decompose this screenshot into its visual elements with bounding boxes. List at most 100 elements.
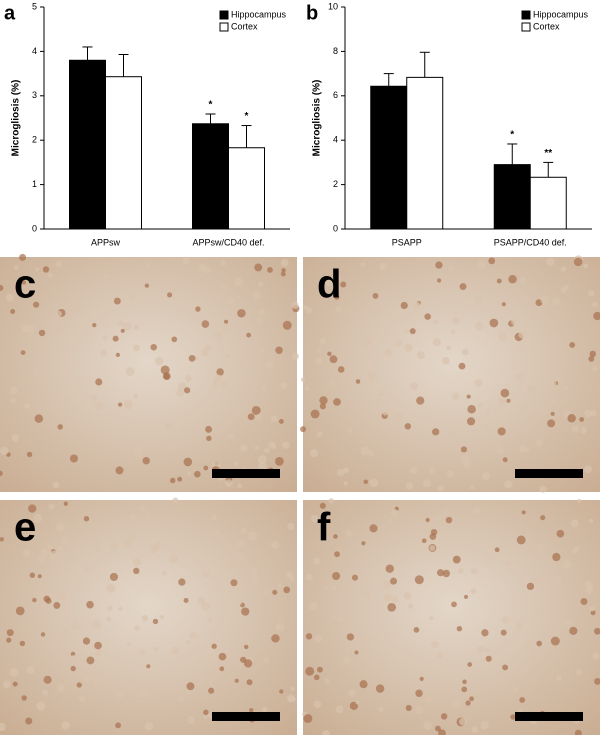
cell bbox=[55, 310, 62, 317]
cell bbox=[115, 690, 125, 699]
cell bbox=[50, 571, 57, 578]
y-tick-label: 4 bbox=[333, 135, 338, 145]
cell bbox=[219, 666, 225, 672]
x-tick-label: PSAPP/CD40 def. bbox=[494, 237, 567, 247]
cell bbox=[484, 647, 490, 653]
cell bbox=[405, 481, 414, 490]
cell bbox=[580, 597, 588, 605]
cell bbox=[385, 564, 394, 573]
micrograph bbox=[0, 497, 297, 735]
cell bbox=[424, 526, 433, 535]
cell bbox=[127, 642, 132, 647]
cell bbox=[100, 349, 107, 356]
cell bbox=[0, 537, 4, 542]
cell bbox=[148, 283, 154, 289]
significance-marker: * bbox=[209, 100, 213, 111]
cell bbox=[414, 575, 424, 585]
cell bbox=[550, 636, 560, 646]
cell bbox=[495, 669, 504, 679]
cell bbox=[400, 301, 408, 310]
cell bbox=[474, 294, 483, 303]
micrograph-background bbox=[303, 257, 600, 492]
cell bbox=[154, 356, 164, 366]
y-tick-label: 6 bbox=[333, 90, 338, 100]
cell bbox=[271, 540, 280, 550]
cell bbox=[275, 622, 285, 632]
cell bbox=[365, 634, 373, 643]
cell bbox=[272, 589, 278, 595]
cell bbox=[474, 379, 483, 387]
cell bbox=[112, 335, 119, 342]
cell bbox=[525, 639, 534, 648]
cell bbox=[525, 530, 531, 535]
cell bbox=[431, 641, 439, 649]
cell bbox=[53, 601, 61, 609]
cell bbox=[138, 505, 146, 513]
y-tick-label: 5 bbox=[32, 1, 37, 11]
cell bbox=[258, 462, 267, 471]
cell bbox=[317, 347, 322, 352]
cell bbox=[251, 405, 261, 415]
cell bbox=[436, 652, 444, 659]
cell bbox=[188, 285, 195, 293]
cell bbox=[424, 313, 431, 320]
cell bbox=[425, 517, 430, 523]
cell bbox=[360, 262, 366, 268]
cell bbox=[61, 721, 70, 730]
cell bbox=[355, 700, 360, 705]
cell bbox=[236, 295, 241, 300]
cell bbox=[197, 596, 206, 605]
cell bbox=[239, 444, 248, 452]
cell bbox=[66, 555, 73, 562]
cell bbox=[434, 514, 443, 523]
cell bbox=[569, 626, 578, 635]
cell bbox=[483, 525, 491, 532]
cell bbox=[248, 531, 258, 541]
cell bbox=[211, 643, 217, 649]
cell bbox=[48, 503, 55, 510]
cell bbox=[484, 424, 490, 429]
cell bbox=[429, 545, 436, 552]
cell bbox=[132, 557, 142, 566]
cell bbox=[332, 584, 338, 591]
cell bbox=[95, 649, 103, 657]
cell bbox=[512, 686, 519, 692]
cell bbox=[563, 385, 569, 391]
cell bbox=[395, 340, 403, 347]
cell bbox=[511, 319, 517, 326]
cell bbox=[291, 352, 299, 360]
significance-marker: * bbox=[245, 111, 249, 122]
cell bbox=[509, 656, 515, 662]
cell bbox=[171, 336, 178, 343]
cell bbox=[47, 544, 53, 550]
cell bbox=[250, 567, 259, 576]
cell bbox=[311, 514, 319, 523]
cell bbox=[560, 286, 568, 294]
cell bbox=[118, 606, 123, 611]
cell bbox=[489, 318, 499, 328]
cell bbox=[590, 610, 596, 616]
cell bbox=[246, 332, 252, 338]
cell bbox=[589, 350, 597, 358]
cell bbox=[37, 574, 42, 579]
cell bbox=[0, 470, 3, 477]
cell bbox=[423, 721, 432, 731]
cell bbox=[481, 629, 489, 637]
cell bbox=[134, 625, 140, 631]
cell bbox=[76, 682, 82, 688]
y-tick-label: 4 bbox=[32, 46, 37, 56]
cell bbox=[383, 593, 393, 602]
cell bbox=[263, 657, 269, 664]
cell bbox=[463, 594, 469, 599]
cell bbox=[344, 647, 350, 653]
legend-label: Hippocampus bbox=[231, 9, 287, 19]
cell bbox=[290, 686, 295, 692]
cell bbox=[535, 439, 543, 447]
cell bbox=[115, 466, 124, 475]
cell bbox=[469, 485, 475, 490]
cell bbox=[345, 529, 353, 537]
cell bbox=[57, 684, 65, 692]
cell bbox=[24, 403, 31, 410]
cell bbox=[445, 516, 453, 524]
cell bbox=[186, 640, 191, 645]
